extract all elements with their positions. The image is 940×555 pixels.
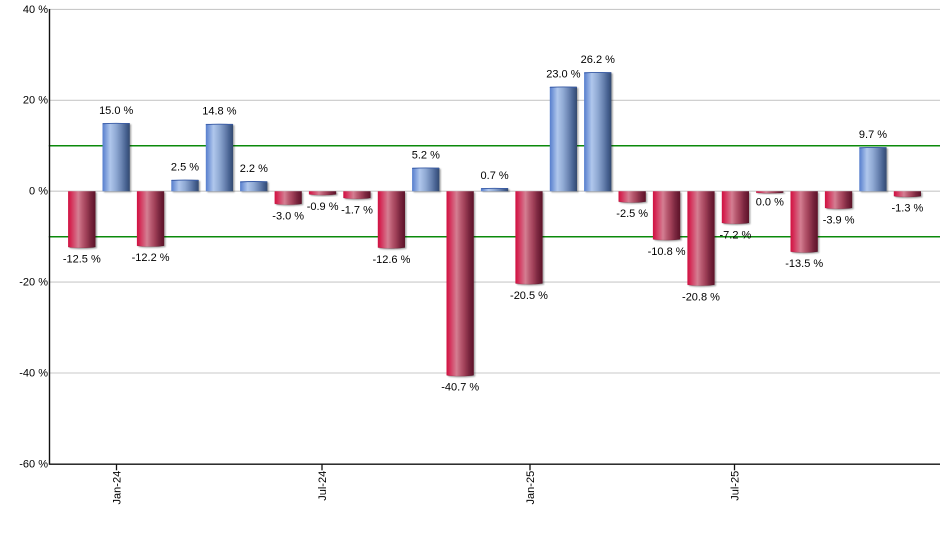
svg-text:0.0 %: 0.0 %	[756, 196, 784, 208]
svg-text:Jul-24: Jul-24	[317, 471, 329, 501]
svg-text:-12.6 %: -12.6 %	[372, 254, 410, 266]
svg-text:Jan-24: Jan-24	[112, 471, 124, 505]
svg-text:40 %: 40 %	[23, 4, 48, 16]
svg-text:-1.3 %: -1.3 %	[892, 203, 924, 215]
svg-text:-20.8 %: -20.8 %	[682, 291, 720, 303]
svg-text:14.8 %: 14.8 %	[202, 106, 236, 118]
svg-text:20 %: 20 %	[23, 95, 48, 107]
svg-text:Jan-25: Jan-25	[525, 471, 537, 505]
svg-text:-3.0 %: -3.0 %	[272, 210, 304, 222]
svg-text:-10.8 %: -10.8 %	[648, 246, 686, 258]
svg-text:-12.2 %: -12.2 %	[132, 252, 170, 264]
svg-text:-7.2 %: -7.2 %	[720, 229, 752, 241]
svg-text:-2.5 %: -2.5 %	[616, 208, 648, 220]
svg-text:26.2 %: 26.2 %	[581, 54, 615, 66]
svg-text:-1.7 %: -1.7 %	[341, 204, 373, 216]
svg-text:Jul-25: Jul-25	[730, 471, 742, 501]
svg-text:2.5 %: 2.5 %	[171, 162, 199, 174]
svg-text:0 %: 0 %	[29, 186, 48, 198]
svg-text:0.7 %: 0.7 %	[481, 170, 509, 182]
svg-text:-3.9 %: -3.9 %	[823, 214, 855, 226]
svg-text:15.0 %: 15.0 %	[99, 105, 133, 117]
svg-text:-60 %: -60 %	[19, 458, 48, 470]
svg-text:-20.5 %: -20.5 %	[510, 290, 548, 302]
svg-text:23.0 %: 23.0 %	[546, 68, 580, 80]
svg-text:2.2 %: 2.2 %	[240, 163, 268, 175]
svg-text:-12.5 %: -12.5 %	[63, 254, 101, 266]
svg-text:5.2 %: 5.2 %	[412, 149, 440, 161]
svg-text:-20 %: -20 %	[19, 277, 48, 289]
svg-text:9.7 %: 9.7 %	[859, 129, 887, 141]
svg-text:-13.5 %: -13.5 %	[785, 258, 823, 270]
svg-text:-40.7 %: -40.7 %	[441, 382, 479, 394]
svg-text:-40 %: -40 %	[19, 367, 48, 379]
svg-text:-0.9 %: -0.9 %	[307, 201, 339, 213]
